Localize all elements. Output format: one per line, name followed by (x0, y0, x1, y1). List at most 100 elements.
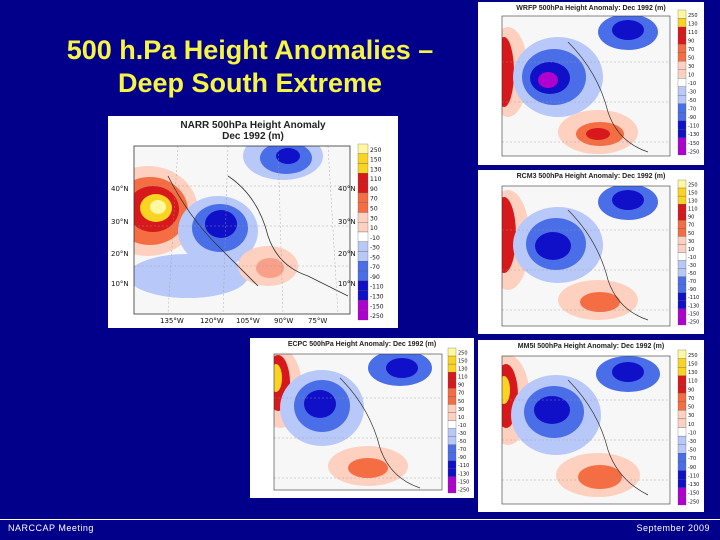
narr-lat-label: 40°N (111, 185, 129, 193)
narr-lon-label: 90°W (274, 317, 293, 325)
colorbar-swatch (447, 372, 457, 381)
colorbar-label: 110 (688, 379, 698, 385)
colorbar-label: 250 (688, 353, 698, 359)
narr-lat-label-right: 10°N (338, 280, 356, 288)
colorbar-swatch (677, 112, 687, 122)
mm5i-map-title: MM5I 500hPa Height Anomaly: Dec 1992 (m) (517, 343, 665, 350)
colorbar-swatch (677, 410, 687, 420)
colorbar-label: -10 (688, 430, 696, 436)
colorbar-label: -90 (688, 287, 696, 293)
colorbar-label: -150 (370, 303, 384, 310)
colorbar-label: -10 (370, 235, 380, 242)
colorbar-swatch (447, 347, 457, 357)
colorbar-label: -30 (458, 431, 466, 437)
colorbar-swatch (677, 103, 687, 113)
colorbar-label: -70 (688, 107, 696, 113)
colorbar-label: -150 (688, 491, 699, 497)
colorbar-swatch (447, 412, 457, 421)
colorbar-label: -30 (688, 263, 696, 269)
colorbar-swatch (357, 222, 369, 233)
colorbar-swatch (677, 375, 687, 385)
colorbar-label: -110 (370, 284, 384, 291)
colorbar-swatch (677, 195, 687, 205)
colorbar-swatch (357, 280, 369, 291)
colorbar-label: 10 (688, 247, 694, 253)
colorbar-label: 110 (370, 176, 382, 183)
colorbar-label: 110 (688, 207, 698, 213)
colorbar-swatch (677, 392, 687, 402)
colorbar-legend: 250 150 130 110 90 70 50 30 10 -10 -30 -50 -70 -90 -11… (447, 347, 469, 494)
mm5i-map-panel: MM5I 500hPa Height Anomaly: Dec 1992 (m)… (478, 340, 704, 512)
colorbar-swatch (677, 487, 687, 497)
colorbar-swatch (677, 9, 687, 19)
colorbar-swatch (357, 143, 369, 154)
colorbar-label: -10 (688, 255, 696, 261)
colorbar-label: -30 (688, 439, 696, 445)
colorbar-label: -150 (688, 141, 699, 147)
colorbar-swatch (447, 484, 457, 494)
colorbar-label: 30 (458, 407, 464, 413)
colorbar-swatch (677, 268, 687, 277)
colorbar-label: 30 (688, 239, 694, 245)
colorbar-label: 90 (688, 387, 694, 393)
colorbar-swatch (677, 435, 687, 445)
colorbar-label: -50 (458, 439, 466, 445)
colorbar-label: 70 (688, 47, 694, 53)
colorbar-swatch (357, 173, 369, 184)
colorbar-label: 10 (688, 73, 694, 79)
colorbar-swatch (357, 163, 369, 174)
wrfp-map-title: WRFP 500hPa Height Anomaly: Dec 1992 (m) (516, 5, 666, 12)
colorbar-swatch (677, 461, 687, 471)
narr-map-title-line2: Dec 1992 (m) (222, 131, 284, 142)
colorbar-swatch (447, 444, 457, 453)
colorbar-label: 30 (688, 413, 694, 419)
colorbar-label: 150 (688, 362, 698, 368)
colorbar-label: -50 (688, 448, 696, 454)
narr-lon-label: 135°W (160, 317, 184, 325)
colorbar-swatch (357, 153, 369, 164)
colorbar-swatch (357, 202, 369, 213)
colorbar-label: 50 (688, 231, 694, 237)
mm5i-anomaly-map: 250 150 130 110 90 70 50 30 10 -10 -30 -50 -70 -90 -11… (501, 349, 699, 505)
colorbar-label: -250 (458, 487, 469, 493)
colorbar-swatch (677, 43, 687, 53)
colorbar-swatch (677, 316, 687, 326)
colorbar-label: 50 (370, 205, 378, 212)
colorbar-swatch (357, 182, 369, 194)
colorbar-label: -130 (688, 132, 699, 138)
colorbar-swatch (677, 384, 687, 394)
colorbar-label: 130 (370, 166, 382, 173)
ecpc-map-title: ECPC 500hPa Height Anomaly: Dec 1992 (m) (287, 341, 437, 348)
colorbar-swatch (677, 349, 687, 359)
colorbar-swatch (447, 436, 457, 445)
colorbar-swatch (677, 220, 687, 229)
rcm3-map-title: RCM3 500hPa Height Anomaly: Dec 1992 (m) (516, 173, 666, 180)
colorbar-swatch (677, 204, 687, 213)
narr-map-title: NARR 500hPa Height Anomaly Dec 1992 (m) (108, 120, 398, 142)
ecpc-map-panel: ECPC 500hPa Height Anomaly: Dec 1992 (m)… (250, 338, 474, 498)
colorbar-swatch (677, 146, 687, 156)
narr-lon-label: 75°W (308, 317, 327, 325)
colorbar-label: 10 (458, 415, 464, 421)
colorbar-swatch (677, 453, 687, 463)
colorbar-label: 50 (688, 55, 694, 61)
colorbar-swatch (447, 396, 457, 405)
colorbar-swatch (677, 292, 687, 301)
colorbar-label: -90 (458, 455, 466, 461)
colorbar-swatch (677, 427, 687, 437)
colorbar-swatch (677, 300, 687, 310)
colorbar-label: -130 (370, 293, 384, 300)
colorbar-label: -150 (458, 479, 469, 485)
colorbar-label: -250 (688, 149, 699, 155)
colorbar-swatch (677, 95, 687, 104)
colorbar-swatch (357, 192, 369, 203)
narr-lat-label: 20°N (111, 250, 129, 258)
colorbar-label: 10 (370, 225, 378, 232)
narr-lon-label: 105°W (236, 317, 260, 325)
colorbar-swatch (677, 61, 687, 70)
colorbar-swatch (677, 52, 687, 62)
colorbar-label: 250 (688, 13, 698, 19)
colorbar-label: -110 (688, 295, 699, 301)
colorbar-label: 250 (688, 182, 698, 188)
